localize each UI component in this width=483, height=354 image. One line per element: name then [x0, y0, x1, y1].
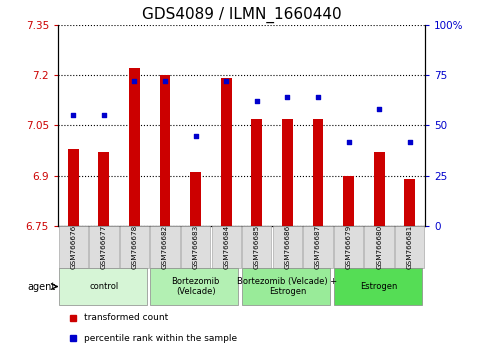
- Bar: [282, 119, 293, 226]
- Point: [192, 133, 199, 138]
- Point: [100, 113, 108, 118]
- Bar: [252, 119, 262, 226]
- Bar: [313, 119, 323, 226]
- Point: [345, 139, 353, 144]
- Bar: [334, 268, 422, 305]
- Point: [406, 139, 413, 144]
- Bar: [273, 226, 302, 268]
- Bar: [242, 268, 330, 305]
- Bar: [212, 226, 241, 268]
- Text: GSM766677: GSM766677: [101, 225, 107, 269]
- Point: [222, 78, 230, 84]
- Bar: [160, 75, 170, 226]
- Text: GSM766678: GSM766678: [131, 225, 138, 269]
- Bar: [242, 226, 271, 268]
- Text: Bortezomib (Velcade) +
Estrogen: Bortezomib (Velcade) + Estrogen: [237, 277, 338, 296]
- Point: [161, 78, 169, 84]
- Text: percentile rank within the sample: percentile rank within the sample: [84, 333, 237, 343]
- Text: control: control: [89, 282, 118, 291]
- Text: GSM766687: GSM766687: [315, 225, 321, 269]
- Bar: [374, 152, 384, 226]
- Point: [375, 107, 383, 112]
- Bar: [120, 226, 149, 268]
- Bar: [404, 179, 415, 226]
- Bar: [150, 226, 180, 268]
- Bar: [129, 68, 140, 226]
- Point: [70, 113, 77, 118]
- Bar: [365, 226, 394, 268]
- Bar: [181, 226, 210, 268]
- Title: GDS4089 / ILMN_1660440: GDS4089 / ILMN_1660440: [142, 7, 341, 23]
- Bar: [343, 176, 354, 226]
- Point: [253, 98, 261, 104]
- Bar: [334, 226, 363, 268]
- Text: GSM766680: GSM766680: [376, 225, 382, 269]
- Text: GSM766684: GSM766684: [223, 225, 229, 269]
- Bar: [395, 226, 425, 268]
- Bar: [89, 226, 118, 268]
- Text: GSM766683: GSM766683: [193, 225, 199, 269]
- Text: Estrogen: Estrogen: [360, 282, 398, 291]
- Bar: [221, 79, 231, 226]
- Text: agent: agent: [27, 281, 56, 291]
- Bar: [190, 172, 201, 226]
- Text: GSM766679: GSM766679: [345, 225, 352, 269]
- Text: GSM766682: GSM766682: [162, 225, 168, 269]
- Text: transformed count: transformed count: [84, 313, 168, 322]
- Text: Bortezomib
(Velcade): Bortezomib (Velcade): [171, 277, 220, 296]
- Point: [314, 95, 322, 100]
- Text: GSM766676: GSM766676: [70, 225, 76, 269]
- Text: GSM766685: GSM766685: [254, 225, 260, 269]
- Text: GSM766686: GSM766686: [284, 225, 290, 269]
- Text: GSM766681: GSM766681: [407, 225, 413, 269]
- Bar: [99, 152, 109, 226]
- Bar: [58, 226, 88, 268]
- Bar: [68, 149, 79, 226]
- Bar: [303, 226, 333, 268]
- Bar: [150, 268, 239, 305]
- Bar: [58, 268, 147, 305]
- Point: [284, 95, 291, 100]
- Point: [130, 78, 138, 84]
